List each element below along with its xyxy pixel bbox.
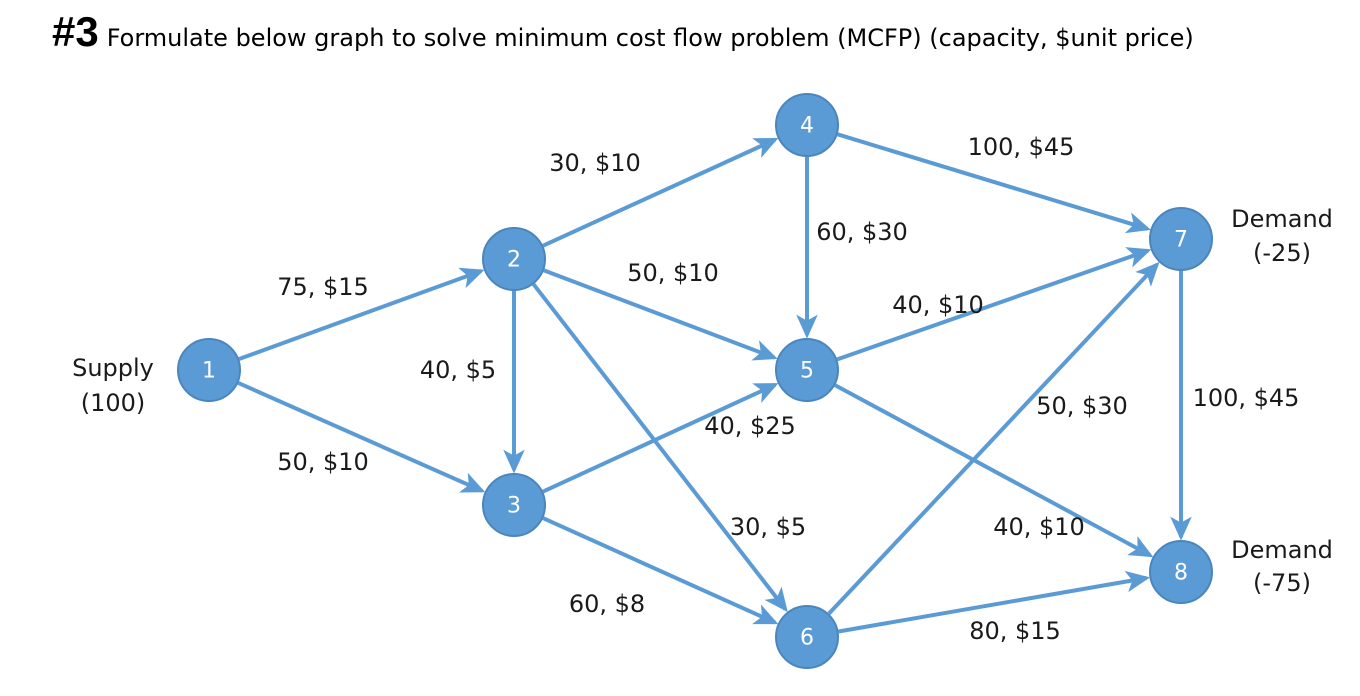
node-label-2: 2 xyxy=(507,248,521,273)
node-circle-7 xyxy=(1149,207,1213,271)
edge-3-to-5 xyxy=(542,382,779,494)
node-2: 2 xyxy=(482,227,546,291)
node-8: 8 xyxy=(1149,540,1213,604)
annotation-node-8: Demand (-75) xyxy=(1231,536,1333,597)
edge-label-1-to-2: 75, $15 xyxy=(277,273,369,301)
edge-2-to-4 xyxy=(542,137,779,248)
node-circle-4 xyxy=(775,93,839,157)
problem-statement: Formulate below graph to solve minimum c… xyxy=(106,24,1194,52)
edge-6-to-8 xyxy=(838,570,1151,634)
node-label-3: 3 xyxy=(507,494,521,519)
node-circle-3 xyxy=(482,473,546,537)
node-circle-2 xyxy=(482,227,546,291)
node-circle-8 xyxy=(1149,540,1213,604)
nodes-layer: 1 2 3 4 5 6 7 8 xyxy=(177,93,1213,669)
node-7: 7 xyxy=(1149,207,1213,271)
annotations-layer: Supply (100) Demand (-25) Demand (-75) xyxy=(72,205,1333,597)
edge-label-4-to-5: 60, $30 xyxy=(816,218,908,246)
edge-5-to-8 xyxy=(834,383,1154,558)
node-6: 6 xyxy=(775,605,839,669)
edge-label-5-to-7: 40, $10 xyxy=(892,291,984,319)
edge-label-1-to-3: 50, $10 xyxy=(277,448,369,476)
edge-labels-layer: 75, $15 50, $10 30, $10 50, $10 40, $5 30, $5… xyxy=(277,133,1299,645)
edge-label-6-to-8: 80, $15 xyxy=(969,617,1061,645)
node-5: 5 xyxy=(775,338,839,402)
edge-2-to-5 xyxy=(543,268,778,361)
edges-layer xyxy=(237,132,1192,634)
annotation-line-8-1: Demand xyxy=(1231,536,1333,564)
node-circle-6 xyxy=(775,605,839,669)
edge-6-to-7 xyxy=(827,261,1160,616)
annotation-node-7: Demand (-25) xyxy=(1231,205,1333,267)
edge-label-3-to-5: 40, $25 xyxy=(704,412,796,440)
edge-label-7-to-8: 100, $45 xyxy=(1193,384,1300,412)
problem-number: #3 xyxy=(52,8,99,55)
annotation-line-1-2: (100) xyxy=(81,389,146,417)
node-circle-1 xyxy=(177,338,241,402)
edge-label-5-to-8: 40, $10 xyxy=(993,513,1085,541)
annotation-line-1-1: Supply xyxy=(72,354,154,382)
problem-heading: #3 Formulate below graph to solve minimum… xyxy=(52,8,1194,56)
edge-4-to-7 xyxy=(837,132,1151,234)
edge-label-3-to-6: 60, $8 xyxy=(569,590,645,618)
node-label-4: 4 xyxy=(800,114,814,139)
node-4: 4 xyxy=(775,93,839,157)
node-label-7: 7 xyxy=(1174,228,1188,253)
node-3: 3 xyxy=(482,473,546,537)
edge-2-to-6 xyxy=(532,283,788,613)
edge-5-to-7 xyxy=(836,247,1152,362)
node-label-1: 1 xyxy=(202,359,216,384)
edge-1-to-3 xyxy=(237,381,486,493)
edge-label-2-to-4: 30, $10 xyxy=(549,149,641,177)
edge-label-6-to-7: 50, $30 xyxy=(1036,392,1128,420)
node-label-8: 8 xyxy=(1174,561,1188,586)
annotation-line-7-2: (-25) xyxy=(1253,239,1311,267)
annotation-line-8-2: (-75) xyxy=(1253,569,1311,597)
node-1: 1 xyxy=(177,338,241,402)
edge-label-2-to-5: 50, $10 xyxy=(627,259,719,287)
annotation-line-7-1: Demand xyxy=(1231,205,1333,233)
edge-label-2-to-3: 40, $5 xyxy=(420,356,496,384)
edge-1-to-2 xyxy=(238,267,485,361)
edge-label-4-to-7: 100, $45 xyxy=(968,133,1075,161)
node-label-6: 6 xyxy=(800,626,814,651)
node-circle-5 xyxy=(775,338,839,402)
annotation-node-1: Supply (100) xyxy=(72,354,154,417)
edge-3-to-6 xyxy=(542,516,779,625)
node-label-5: 5 xyxy=(800,359,814,384)
edge-label-2-to-6: 30, $5 xyxy=(730,513,806,541)
